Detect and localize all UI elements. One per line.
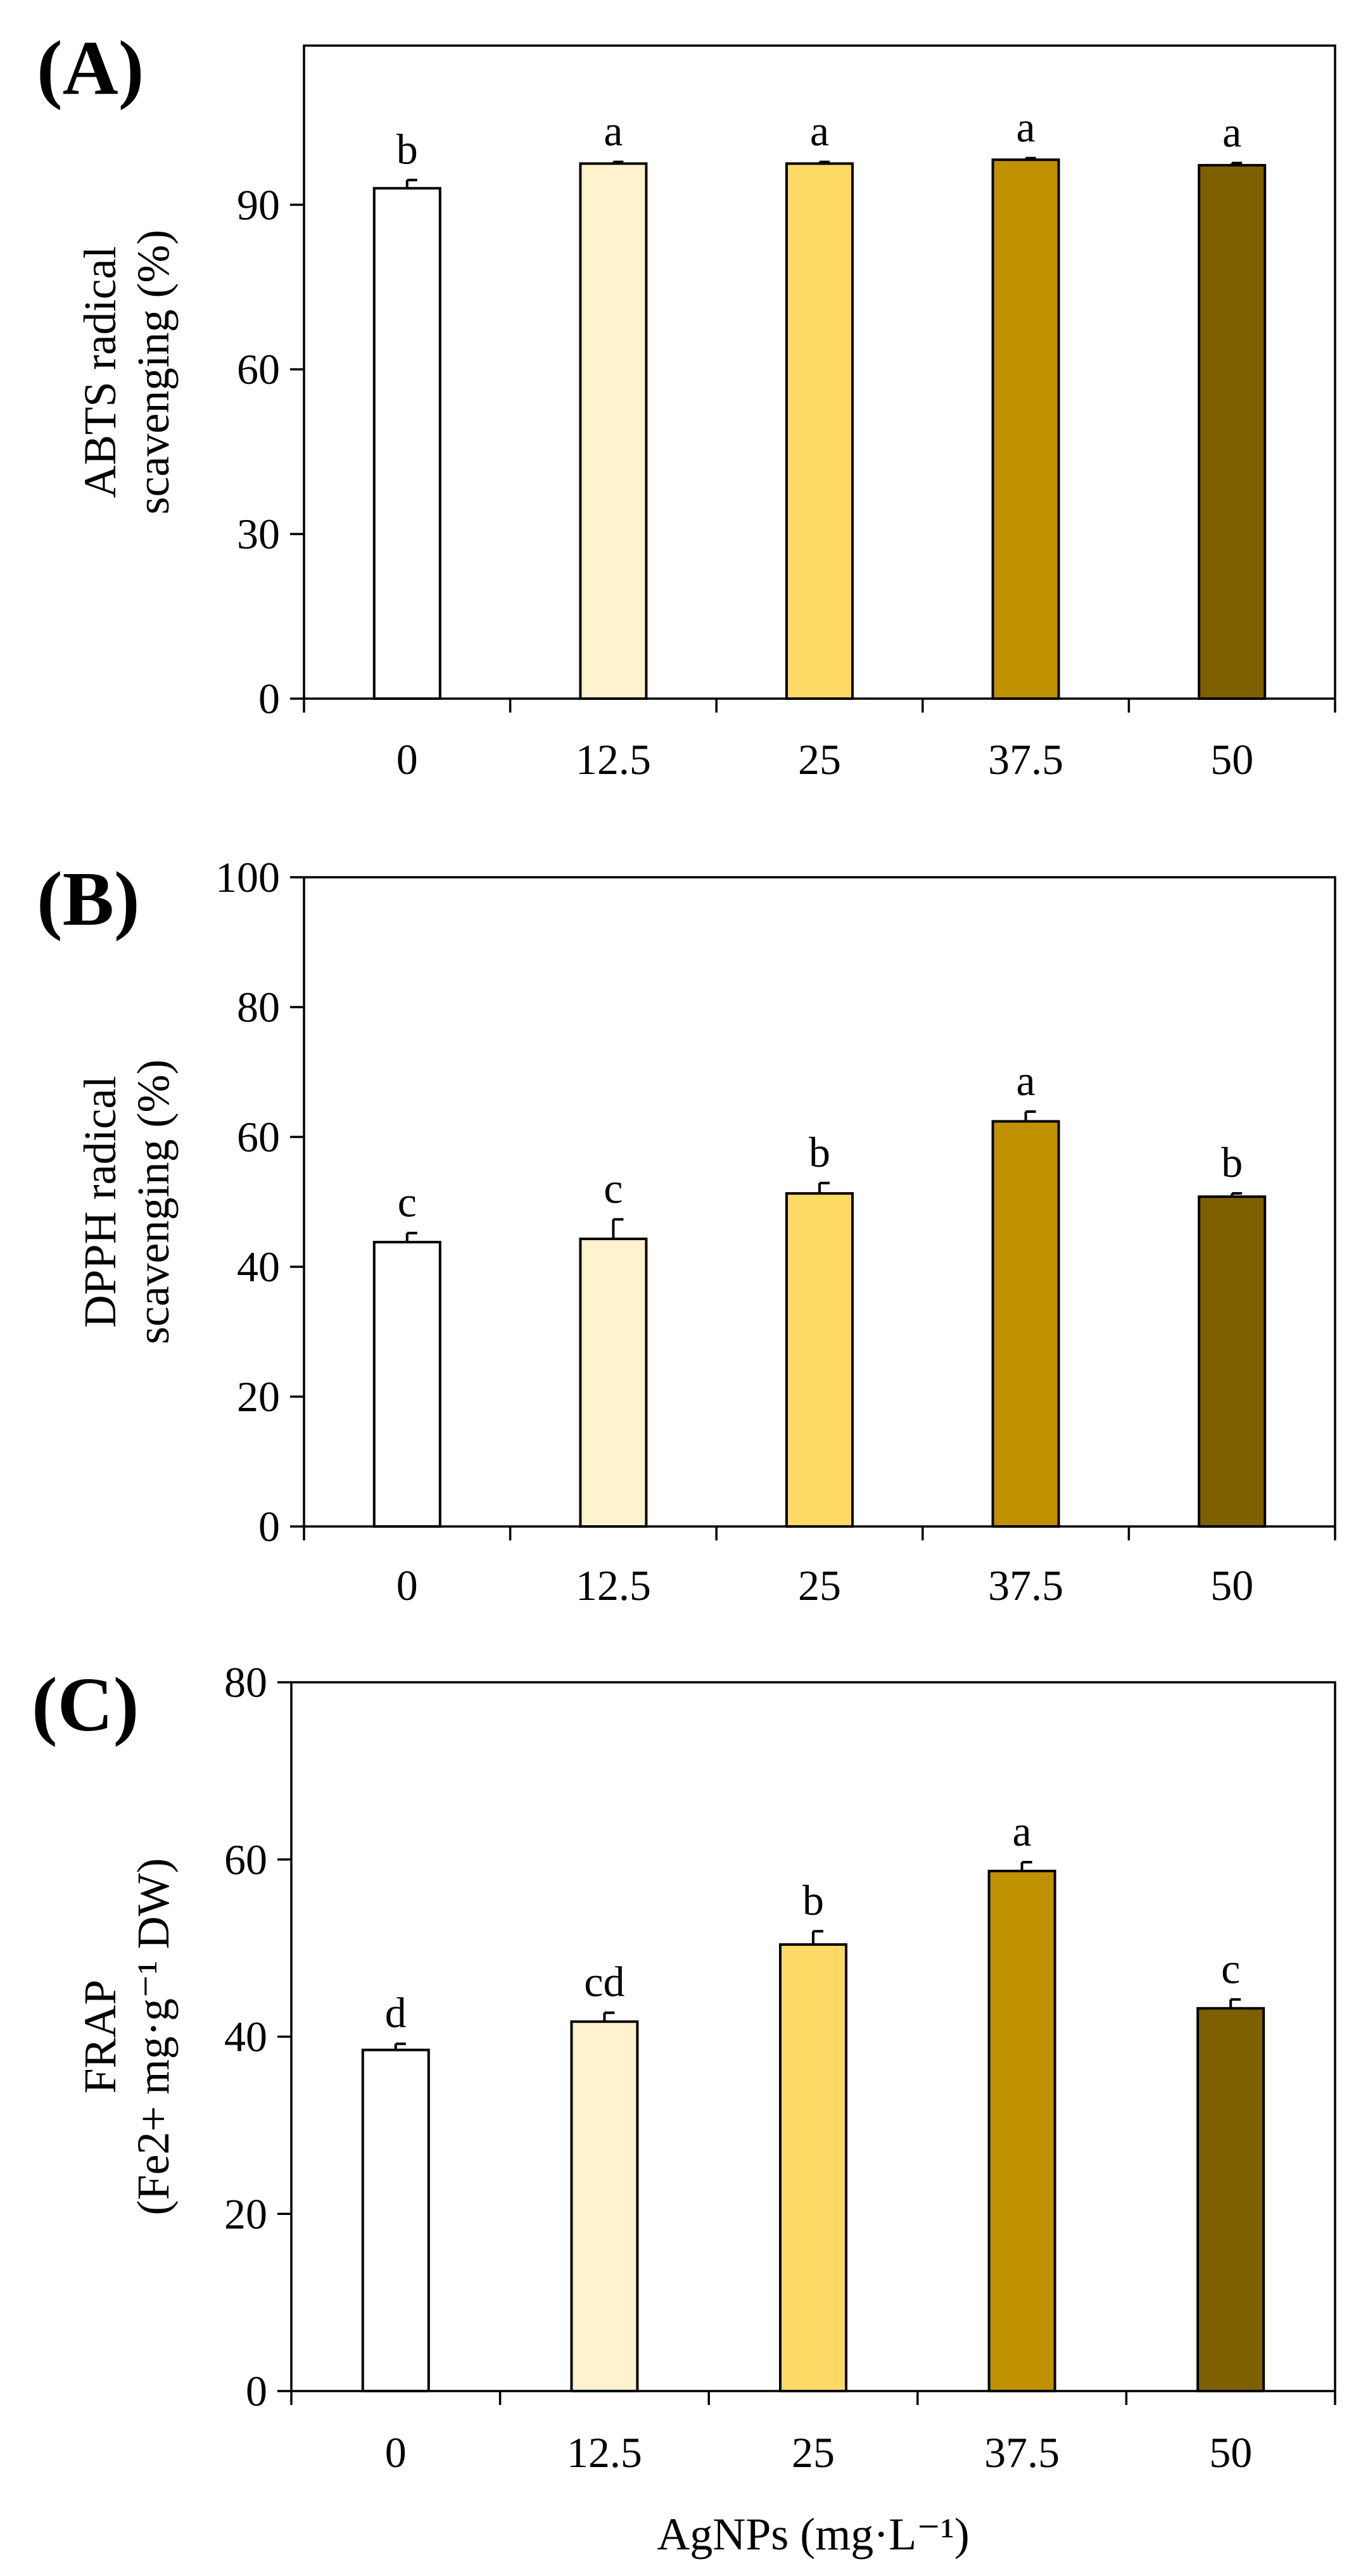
y-tick-label: 80	[237, 983, 280, 1031]
y-axis-title-line: (Fe2+ mg·g⁻¹ DW)	[128, 1858, 179, 2215]
y-tick-label: 100	[215, 853, 280, 901]
significance-letter: d	[385, 1989, 407, 2037]
x-tick-label: 37.5	[984, 2428, 1060, 2477]
y-tick-label: 0	[246, 2367, 267, 2415]
bar-25	[785, 1192, 854, 1528]
panel-label: (A)	[37, 25, 144, 111]
significance-letter: c	[398, 1178, 417, 1226]
x-tick-label: 50	[1210, 1561, 1253, 1609]
significance-letter: a	[1016, 1056, 1036, 1105]
y-tick-label: 90	[237, 181, 280, 229]
bar-50	[1196, 2007, 1265, 2392]
y-tick-label: 30	[237, 510, 280, 558]
y-tick-label: 20	[237, 1373, 280, 1421]
y-tick-label: 60	[224, 1836, 267, 1884]
y-axis-title-line: DPPH radical	[75, 1076, 125, 1328]
significance-letter: a	[604, 107, 623, 155]
x-tick-label: 25	[798, 1561, 841, 1609]
significance-letter: a	[810, 107, 829, 155]
x-tick-label: 12.5	[567, 2428, 642, 2477]
panel-label: (C)	[32, 1662, 139, 1748]
y-tick-label: 20	[224, 2190, 267, 2238]
x-tick-label: 12.5	[576, 1561, 651, 1609]
bar-12.5	[579, 1237, 648, 1528]
y-axis-title-line: ABTS radical	[75, 246, 125, 498]
y-axis-title: ABTS radicalscavenging (%)	[75, 230, 179, 515]
significance-letter: b	[802, 1876, 824, 1924]
x-tick-label: 25	[798, 735, 841, 784]
y-tick-label: 0	[258, 1502, 280, 1551]
y-tick-label: 40	[237, 1243, 280, 1291]
x-tick-label: 0	[396, 735, 418, 784]
x-tick-label: 0	[396, 1561, 418, 1609]
bar-12.5	[579, 162, 648, 700]
y-tick-label: 0	[258, 675, 280, 723]
x-tick-label: 37.5	[988, 1561, 1063, 1609]
significance-letter: a	[1013, 1807, 1032, 1855]
bar-50	[1198, 1195, 1267, 1528]
y-tick-label: 60	[237, 345, 280, 393]
bar-37.5	[991, 158, 1060, 701]
bar-37.5	[991, 1120, 1060, 1528]
chart-panel-1: (A) 0 30 60 90 b 0 a 12.5 a 25 a 37.5 a 50 ABTS radical…	[37, 25, 1336, 784]
significance-letter: a	[1016, 103, 1036, 151]
y-axis-title-line: scavenging (%)	[128, 230, 179, 515]
x-axis-title: AgNPs (mg·L⁻¹)	[657, 2509, 970, 2560]
significance-letter: a	[1222, 108, 1241, 156]
x-tick-label: 0	[385, 2428, 407, 2477]
bar-50	[1198, 163, 1267, 701]
significance-letter: b	[396, 125, 418, 173]
bar-25	[785, 162, 854, 700]
y-axis-title-line: scavenging (%)	[128, 1060, 179, 1345]
y-tick-label: 80	[224, 1658, 267, 1706]
y-tick-label: 40	[224, 2013, 267, 2061]
bar-0	[372, 1241, 441, 1528]
significance-letter: c	[604, 1164, 623, 1212]
panel-label: (B)	[37, 856, 140, 942]
x-tick-label: 37.5	[988, 735, 1063, 784]
significance-letter: b	[809, 1128, 830, 1176]
x-tick-label: 25	[792, 2428, 835, 2477]
y-axis-title: FRAP(Fe2+ mg·g⁻¹ DW)	[75, 1858, 179, 2215]
bar-25	[779, 1943, 847, 2392]
chart-panel-3: (C) 0 20 40 60 80 d 0 cd 12.5 b 25 a 37.5 c 50 FRAP(Fe2+…	[32, 1658, 1336, 2560]
y-tick-label: 60	[237, 1113, 280, 1161]
x-tick-label: 50	[1209, 2428, 1252, 2477]
chart-panel-2: (B) 0 20 40 60 80 100 c 0 c 12.5 b 25 a 37.5 b 50 DPPH ra…	[37, 853, 1336, 1609]
bar-12.5	[570, 2020, 639, 2392]
significance-letter: b	[1221, 1138, 1243, 1186]
bar-0	[372, 187, 441, 700]
y-axis-title-line: FRAP	[75, 1979, 125, 2093]
significance-letter: c	[1221, 1945, 1240, 1993]
bar-37.5	[987, 1869, 1056, 2393]
y-axis-title: DPPH radicalscavenging (%)	[75, 1060, 179, 1345]
significance-letter: cd	[584, 1958, 624, 2006]
x-tick-label: 12.5	[576, 735, 651, 784]
bar-0	[361, 2048, 430, 2392]
x-tick-label: 50	[1210, 735, 1253, 784]
